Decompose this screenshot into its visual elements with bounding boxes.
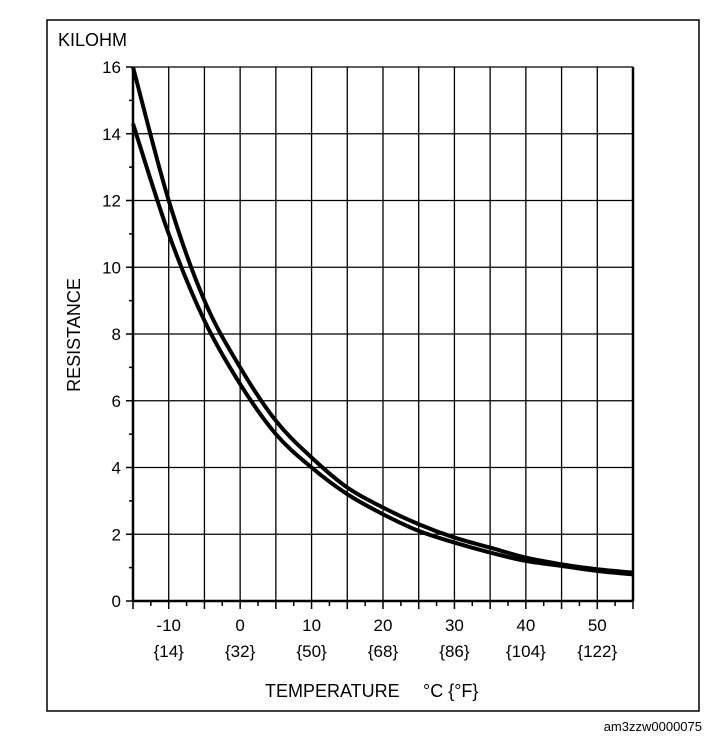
x-tick-label-fahrenheit: {50} xyxy=(296,642,327,661)
figure-code: am3zzw0000075 xyxy=(604,719,702,734)
x-tick-label-fahrenheit: {68} xyxy=(368,642,399,661)
grid xyxy=(131,66,635,603)
x-axis-unit-label: °C {°F} xyxy=(423,681,478,701)
y-tick-label: 10 xyxy=(102,258,121,277)
y-tick-label: 8 xyxy=(112,325,121,344)
tick-labels: 0 2 4 6 8 10 12 14 16 -10 {14} 0 {32} 10 {50} 20 {68} 30 {… xyxy=(102,58,617,661)
x-tick-label-fahrenheit: {14} xyxy=(154,642,185,661)
y-tick-label: 2 xyxy=(112,525,121,544)
x-tick-label-celsius: 20 xyxy=(374,616,393,635)
x-tick-label-fahrenheit: {122} xyxy=(577,642,617,661)
y-tick-label: 4 xyxy=(112,459,121,478)
x-tick-label-fahrenheit: {86} xyxy=(439,642,470,661)
y-tick-label: 16 xyxy=(102,58,121,77)
x-tick-label-celsius: 0 xyxy=(235,616,244,635)
x-tick-label-fahrenheit: {104} xyxy=(506,642,546,661)
y-axis-label: RESISTANCE xyxy=(64,278,84,392)
series-line-upper xyxy=(131,66,634,575)
x-tick-label-fahrenheit: {32} xyxy=(225,642,256,661)
series-line-lower xyxy=(131,123,634,577)
x-tick-label-celsius: 10 xyxy=(302,616,321,635)
x-tick-label-celsius: 30 xyxy=(445,616,464,635)
y-tick-label: 12 xyxy=(102,192,121,211)
y-tick-label: 6 xyxy=(112,392,121,411)
y-tick-label: 0 xyxy=(112,592,121,611)
x-axis-label: TEMPERATURE xyxy=(265,681,400,701)
curves xyxy=(131,66,634,577)
figure-frame xyxy=(46,19,700,712)
x-tick-label-celsius: -10 xyxy=(156,616,181,635)
axis-ticks xyxy=(126,66,634,609)
x-tick-label-celsius: 50 xyxy=(588,616,607,635)
y-tick-label: 14 xyxy=(102,125,121,144)
y-unit-label: KILOHM xyxy=(58,30,127,50)
x-tick-label-celsius: 40 xyxy=(516,616,535,635)
